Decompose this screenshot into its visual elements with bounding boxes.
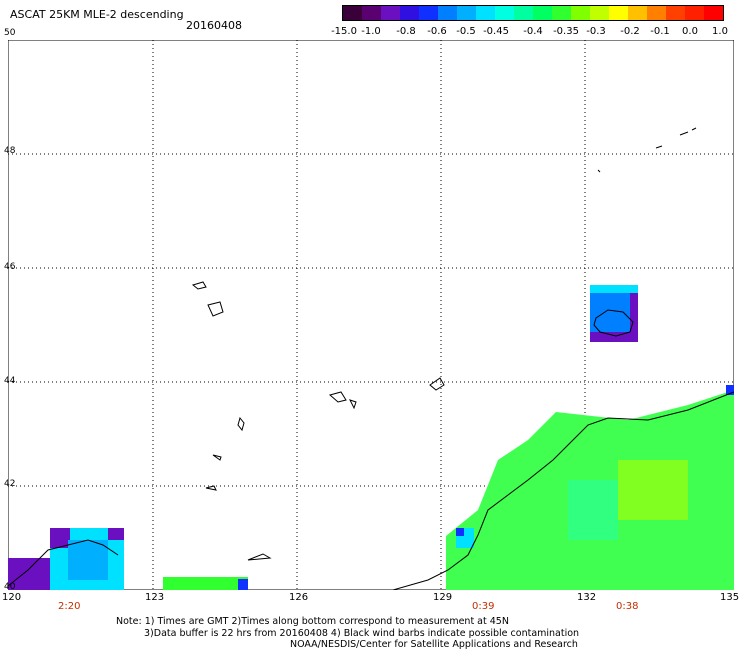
lat-label-44: 44: [4, 376, 16, 386]
pass-time-3: 0:38: [616, 601, 639, 612]
color-scale-label: -0.2: [620, 26, 640, 37]
coast-island: [207, 301, 224, 317]
pass-time-1: 2:20: [58, 601, 81, 612]
swath-bottom: [163, 577, 248, 590]
color-scale-label: 0.0: [682, 26, 698, 37]
color-swatch: [400, 6, 419, 20]
coast-island: [349, 399, 357, 410]
lat-label-42: 42: [4, 479, 16, 489]
coastline: [8, 127, 734, 590]
swath-ne: [590, 285, 638, 293]
swath-se-detail: [618, 460, 688, 520]
color-scale-label: -0.35: [553, 26, 579, 37]
color-swatch: [628, 6, 647, 20]
color-swatch: [704, 6, 723, 20]
color-scale-label: -0.3: [586, 26, 606, 37]
coast-island-ne: [593, 309, 634, 337]
color-swatch: [457, 6, 476, 20]
color-swatch: [381, 6, 400, 20]
color-scale-label: -0.5: [456, 26, 476, 37]
color-swatch: [666, 6, 685, 20]
coast-se: [392, 391, 734, 590]
color-swatch: [495, 6, 514, 20]
color-swatch: [533, 6, 552, 20]
color-swatch: [590, 6, 609, 20]
lat-label-46: 46: [4, 262, 16, 272]
color-swatch: [685, 6, 704, 20]
color-swatch: [514, 6, 533, 20]
lon-label-132: 132: [577, 592, 597, 603]
coast-island: [328, 391, 347, 403]
coast-island: [597, 169, 601, 173]
coast-island: [205, 485, 217, 491]
color-scale-label: -0.8: [396, 26, 416, 37]
wind-data-swaths: [8, 285, 734, 590]
swath-se-detail: [726, 385, 734, 395]
swath-sw: [68, 540, 108, 580]
coast-island: [691, 127, 697, 131]
color-scale-label: -0.4: [523, 26, 543, 37]
lon-label-126: 126: [289, 592, 309, 603]
color-swatch: [571, 6, 590, 20]
note-line-2: 3)Data buffer is 22 hrs from 20160408 4)…: [144, 628, 580, 639]
coast-island: [237, 416, 245, 432]
note-line-3: NOAA/NESDIS/Center for Satellite Applica…: [290, 639, 578, 650]
color-scale-label: -0.1: [650, 26, 670, 37]
color-swatch: [609, 6, 628, 20]
lon-label-129: 129: [433, 592, 453, 603]
coast-island: [679, 131, 689, 136]
coast-island: [429, 377, 445, 391]
lat-label-48: 48: [4, 146, 16, 156]
swath-sw: [8, 558, 50, 590]
swath-se-detail: [568, 480, 618, 540]
color-scale-label: -1.0: [361, 26, 381, 37]
lat-label-50: 50: [4, 28, 16, 38]
coast-island: [247, 553, 272, 561]
coast-island: [191, 281, 207, 290]
lon-label-120: 120: [2, 592, 22, 603]
swath-sw: [108, 528, 124, 540]
map-plot-area: [8, 40, 734, 590]
color-swatch: [647, 6, 666, 20]
lat-label-40: 40: [4, 582, 16, 592]
swath-se-detail: [456, 528, 464, 536]
lon-label-123: 123: [145, 592, 165, 603]
color-scale-bar: [342, 5, 724, 21]
color-swatch: [438, 6, 457, 20]
color-swatch: [552, 6, 571, 20]
color-swatch: [419, 6, 438, 20]
swath-sw: [50, 528, 70, 548]
coast-island: [655, 145, 663, 149]
color-swatch: [343, 6, 362, 20]
map-title: ASCAT 25KM MLE-2 descending: [10, 8, 184, 21]
color-scale-label: 1.0: [712, 26, 728, 37]
lon-label-135: 135: [720, 592, 740, 603]
pass-time-2: 0:39: [472, 601, 495, 612]
coast-island: [212, 454, 222, 461]
note-line-1: Note: 1) Times are GMT 2)Times along bot…: [116, 616, 509, 627]
color-swatch: [476, 6, 495, 20]
color-scale-label: -0.45: [483, 26, 509, 37]
swath-ne: [590, 332, 638, 342]
swath-bottom: [238, 579, 248, 590]
swath-ne: [630, 293, 638, 342]
color-swatch: [362, 6, 381, 20]
coast-sw: [8, 539, 119, 587]
color-scale-label: -0.6: [427, 26, 447, 37]
color-scale-label: -15.0: [331, 26, 357, 37]
map-date: 20160408: [186, 19, 242, 32]
